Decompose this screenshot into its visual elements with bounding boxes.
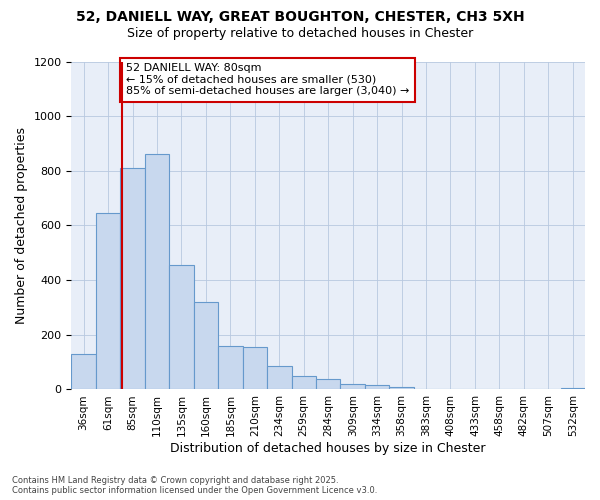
Bar: [292, 376, 316, 390]
Y-axis label: Number of detached properties: Number of detached properties: [15, 127, 28, 324]
Bar: [389, 386, 414, 390]
Text: Contains HM Land Registry data © Crown copyright and database right 2025.
Contai: Contains HM Land Registry data © Crown c…: [12, 476, 377, 495]
X-axis label: Distribution of detached houses by size in Chester: Distribution of detached houses by size …: [170, 442, 486, 455]
Bar: [145, 154, 169, 390]
Bar: [194, 302, 218, 390]
Text: 52 DANIELL WAY: 80sqm
← 15% of detached houses are smaller (530)
85% of semi-det: 52 DANIELL WAY: 80sqm ← 15% of detached …: [126, 63, 409, 96]
Bar: [169, 265, 194, 390]
Bar: [96, 213, 121, 390]
Bar: [242, 347, 267, 390]
Bar: [218, 346, 242, 390]
Bar: [365, 386, 389, 390]
Bar: [267, 366, 292, 390]
Text: 52, DANIELL WAY, GREAT BOUGHTON, CHESTER, CH3 5XH: 52, DANIELL WAY, GREAT BOUGHTON, CHESTER…: [76, 10, 524, 24]
Bar: [560, 388, 585, 390]
Bar: [71, 354, 96, 390]
Bar: [340, 384, 365, 390]
Bar: [121, 168, 145, 390]
Bar: [316, 378, 340, 390]
Text: Size of property relative to detached houses in Chester: Size of property relative to detached ho…: [127, 28, 473, 40]
